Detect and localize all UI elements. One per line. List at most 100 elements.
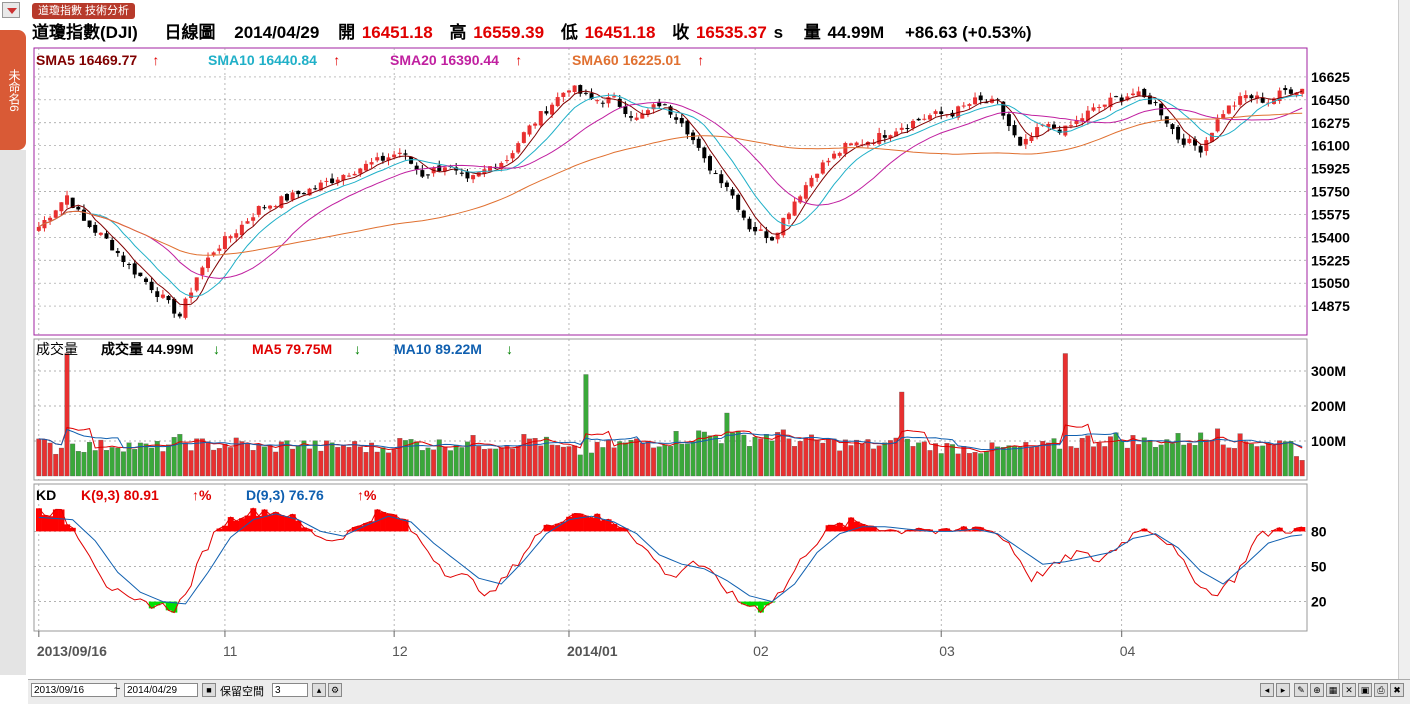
volume-bar [792,446,797,476]
kd-panel-frame [34,484,1307,631]
candle-body [364,164,368,171]
print-icon[interactable]: ⎙ [1374,683,1388,697]
technical-chart[interactable]: 1662516450162751610015925157501557515400… [0,0,1398,679]
volume-bar [448,451,453,476]
volume-bar [708,436,713,476]
vertical-scrollbar[interactable] [1398,0,1410,679]
volume-bar [516,446,521,476]
volume-bar [245,444,250,476]
candle-body [178,314,182,317]
volume-bar [1227,448,1232,476]
price-tick-label: 15050 [1311,275,1350,291]
volume-bar [1142,438,1147,476]
candle-body [787,214,791,220]
candle-body [161,295,165,298]
candle-body [1159,104,1163,116]
candle-body [753,227,757,231]
volume-bar [640,443,645,476]
scroll-left-icon[interactable]: ◂ [1260,683,1274,697]
candle-body [155,291,159,297]
settings-icon[interactable]: ⚙ [328,683,342,697]
volume-bar [172,437,177,476]
zoom-icon[interactable]: ⊕ [1310,683,1324,697]
candle-body [54,210,58,217]
volume-bar [747,446,752,476]
close-icon[interactable]: ✖ [1390,683,1404,697]
candle-body [1261,98,1265,103]
volume-bar [279,442,284,476]
candle-body [1007,114,1011,126]
candle-body [262,207,266,208]
sma-legend-label: SMA10 16440.84 [208,52,317,68]
volume-bar [995,447,1000,476]
kd-legend-label: D(9,3) 76.76 [246,487,324,503]
reserve-input[interactable]: 3 [272,683,308,697]
candle-body [900,128,904,130]
candle-body [719,174,723,183]
candle-body [567,91,571,93]
candle-body [246,221,250,223]
volume-bar [713,436,718,476]
candle-body [528,125,532,134]
sma-legend-label: SMA60 16225.01 [572,52,681,68]
candle-body [150,282,154,290]
volume-bar [324,441,329,476]
kd-tick-label: 20 [1311,594,1327,610]
candle-body [511,153,515,158]
candle-body [883,135,887,138]
fit-icon[interactable]: ▣ [1358,683,1372,697]
candle-body [810,178,814,187]
volume-bar [1221,445,1226,476]
price-tick-label: 16625 [1311,69,1350,85]
candle-body [911,121,915,128]
candle-body [465,172,469,179]
candle-body [206,258,210,268]
volume-bar [1063,354,1068,477]
candle-body [375,157,379,160]
candle-body [285,194,289,200]
volume-bar [950,444,955,476]
volume-bar [967,453,972,476]
spin-icon[interactable]: ▴ [312,683,326,697]
candle-body [398,153,402,154]
volume-bar [1289,441,1294,476]
kd-overbought-fill [380,512,386,531]
volume-bar [663,445,668,476]
volume-bar [1215,429,1220,476]
crosshair-icon[interactable]: ✕ [1342,683,1356,697]
volume-bar [905,439,910,476]
price-tick-label: 16450 [1311,92,1350,108]
apply-icon[interactable]: ■ [202,683,216,697]
volume-bar [866,439,871,476]
candle-body [674,117,678,120]
volume-bar [1018,447,1023,476]
end-date-select[interactable]: 2014/04/29 [124,683,198,697]
scroll-right-icon[interactable]: ▸ [1276,683,1290,697]
candle-body [544,111,548,113]
volume-bar [1046,443,1051,476]
volume-bar [527,439,532,476]
candle-body [1092,107,1096,110]
volume-bar [538,446,543,476]
candle-body [623,106,627,114]
candle-body [183,299,187,318]
candle-body [76,207,80,210]
volume-bar [99,440,104,476]
start-date-select[interactable]: 2013/09/16 [31,683,117,697]
draw-icon[interactable]: ✎ [1294,683,1308,697]
volume-bar [1204,440,1209,476]
kd-overbought-fill [843,527,849,532]
grid-icon[interactable]: ▦ [1326,683,1340,697]
candle-body [426,174,430,175]
volume-bar [228,447,233,476]
candle-body [556,97,560,106]
candle-body [257,206,261,215]
volume-bar [634,439,639,476]
up-arrow-icon: ↑% [357,487,377,503]
volume-tick-label: 100M [1311,433,1346,449]
candle-body [330,179,334,184]
kd-overbought-fill [279,515,285,531]
kd-overbought-fill [36,508,42,531]
candle-body [838,153,842,156]
price-tick-label: 16100 [1311,138,1350,154]
